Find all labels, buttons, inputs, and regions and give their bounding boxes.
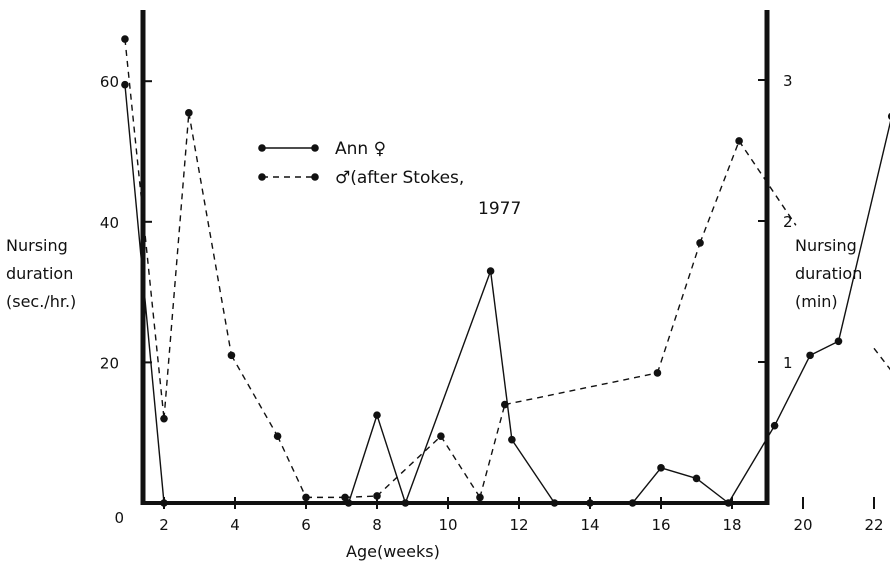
x-axis-label: Age(weeks) <box>346 542 440 561</box>
left-y-tick-label: 40 <box>100 214 119 232</box>
stokes-data-point <box>501 400 509 409</box>
stokes-data-point <box>185 109 193 117</box>
ann-line-segment <box>727 425 776 504</box>
ann-line-segment <box>837 120 890 342</box>
left-axis-label-line-1: Nursing <box>6 236 68 255</box>
ann-data-point <box>373 411 381 419</box>
ann-data-point <box>628 499 637 507</box>
ann-data-point <box>834 337 843 346</box>
right-y-tick-label: 3 <box>783 72 793 90</box>
ann-data-point <box>550 499 559 507</box>
x-tick-label: 4 <box>230 516 240 534</box>
ann-data-point <box>657 464 665 472</box>
ann-line-segment <box>376 414 407 504</box>
legend-ann-marker <box>311 144 319 152</box>
ann-data-point <box>586 499 594 507</box>
ann-line-segment <box>347 414 378 504</box>
stokes-line-segment <box>376 435 442 497</box>
stokes-line-segment <box>873 347 890 371</box>
stokes-line-segment <box>276 435 307 498</box>
left-y-tick-label: 60 <box>100 73 119 91</box>
series-male-stokes <box>121 35 890 502</box>
right-y-tick-label: 1 <box>783 354 793 372</box>
ann-data-point <box>486 267 495 275</box>
ann-line-segment <box>511 439 556 504</box>
ann-data-point <box>724 499 733 507</box>
left-axis-label-line-2: duration <box>6 264 74 283</box>
ann-line-segment <box>809 340 839 356</box>
stokes-data-point <box>696 239 704 247</box>
x-tick-label: 20 <box>793 516 812 534</box>
stokes-data-point <box>735 137 743 145</box>
legend-ann-label: Ann ♀ <box>335 139 386 159</box>
ann-data-point <box>508 435 516 444</box>
x-tick-label: 8 <box>372 516 382 534</box>
x-tick-label: 18 <box>722 516 741 534</box>
stokes-line-segment <box>738 140 797 226</box>
x-tick-label: 12 <box>509 516 528 534</box>
legend-stokes-marker <box>258 173 266 181</box>
stokes-data-point <box>273 432 282 441</box>
series-ann <box>121 80 890 507</box>
stokes-line-segment <box>656 242 701 374</box>
ann-data-point <box>806 351 814 360</box>
chart-axes <box>140 10 770 505</box>
stokes-line-segment <box>440 435 481 498</box>
stokes-data-point <box>341 493 349 502</box>
left-y-tick-label: 20 <box>100 354 119 372</box>
ann-data-point <box>692 474 701 483</box>
ann-line-segment <box>660 467 697 480</box>
legend-stokes-label: ♂(after Stokes, <box>335 168 464 188</box>
ann-line-segment <box>696 477 729 504</box>
legend-stokes-label-year: 1977 <box>478 199 521 219</box>
ann-line-segment <box>489 270 513 440</box>
stokes-data-point <box>476 493 484 502</box>
stokes-data-point <box>373 492 381 500</box>
right-y-tick-label: 2 <box>783 213 793 231</box>
stokes-data-point <box>653 369 662 377</box>
stokes-line-segment <box>479 404 506 498</box>
stokes-line-segment <box>163 112 190 419</box>
chart-legend: Ann ♀ ♂(after Stokes, 1977 <box>258 139 521 219</box>
legend-stokes-marker <box>311 173 319 181</box>
ann-line-segment <box>124 84 165 504</box>
right-axis-label-line-1: Nursing <box>795 236 857 255</box>
stokes-data-point <box>227 351 236 360</box>
x-tick-label: 16 <box>651 516 670 534</box>
ann-line-segment <box>773 355 811 426</box>
ann-line-segment <box>404 270 492 504</box>
stokes-line-segment <box>188 112 233 356</box>
x-tick-label: 22 <box>864 516 883 534</box>
stokes-data-point <box>437 432 445 441</box>
legend-ann-marker <box>258 144 266 152</box>
stokes-line-segment <box>699 140 740 244</box>
ann-data-point <box>887 112 890 120</box>
x-tick-label: 2 <box>159 516 169 534</box>
ann-data-point <box>344 499 353 507</box>
ann-data-point <box>121 80 129 89</box>
stokes-line-segment <box>230 355 279 437</box>
right-axis-label-line-3: (min) <box>795 292 838 311</box>
ann-data-point <box>160 499 168 507</box>
right-axis-label-line-2: duration <box>795 264 863 283</box>
chart-series <box>121 35 890 507</box>
x-tick-label: 6 <box>301 516 311 534</box>
ann-data-point <box>401 499 410 507</box>
ann-line-segment <box>632 467 662 504</box>
stokes-line-segment <box>504 372 658 406</box>
stokes-data-point <box>302 493 310 502</box>
stokes-data-point <box>121 35 129 43</box>
x-tick-label: 14 <box>580 516 599 534</box>
ann-data-point <box>770 421 779 430</box>
left-y-tick-label: 0 <box>114 509 124 527</box>
chart-ticks: 020406012324681012141618202224 <box>100 72 884 534</box>
stokes-line-segment <box>124 38 165 419</box>
stokes-data-point <box>160 414 168 423</box>
left-axis-label-line-3: (sec./hr.) <box>6 292 77 311</box>
x-tick-label: 10 <box>438 516 457 534</box>
stokes-line-segment <box>345 495 378 499</box>
